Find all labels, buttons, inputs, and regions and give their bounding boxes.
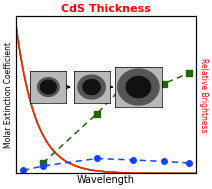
- Y-axis label: Relative Brightness: Relative Brightness: [199, 58, 208, 132]
- Point: [21, 169, 25, 172]
- X-axis label: Wavelength: Wavelength: [77, 175, 135, 185]
- Title: CdS Thickness: CdS Thickness: [61, 4, 151, 14]
- Point: [95, 112, 99, 115]
- Point: [41, 161, 45, 164]
- Point: [131, 158, 135, 161]
- Point: [131, 75, 135, 78]
- Point: [162, 160, 165, 163]
- Point: [187, 161, 191, 164]
- Point: [162, 82, 165, 85]
- Y-axis label: Molar Extinction Coefficient: Molar Extinction Coefficient: [4, 42, 13, 148]
- Point: [187, 72, 191, 75]
- Point: [95, 157, 99, 160]
- Point: [41, 164, 45, 167]
